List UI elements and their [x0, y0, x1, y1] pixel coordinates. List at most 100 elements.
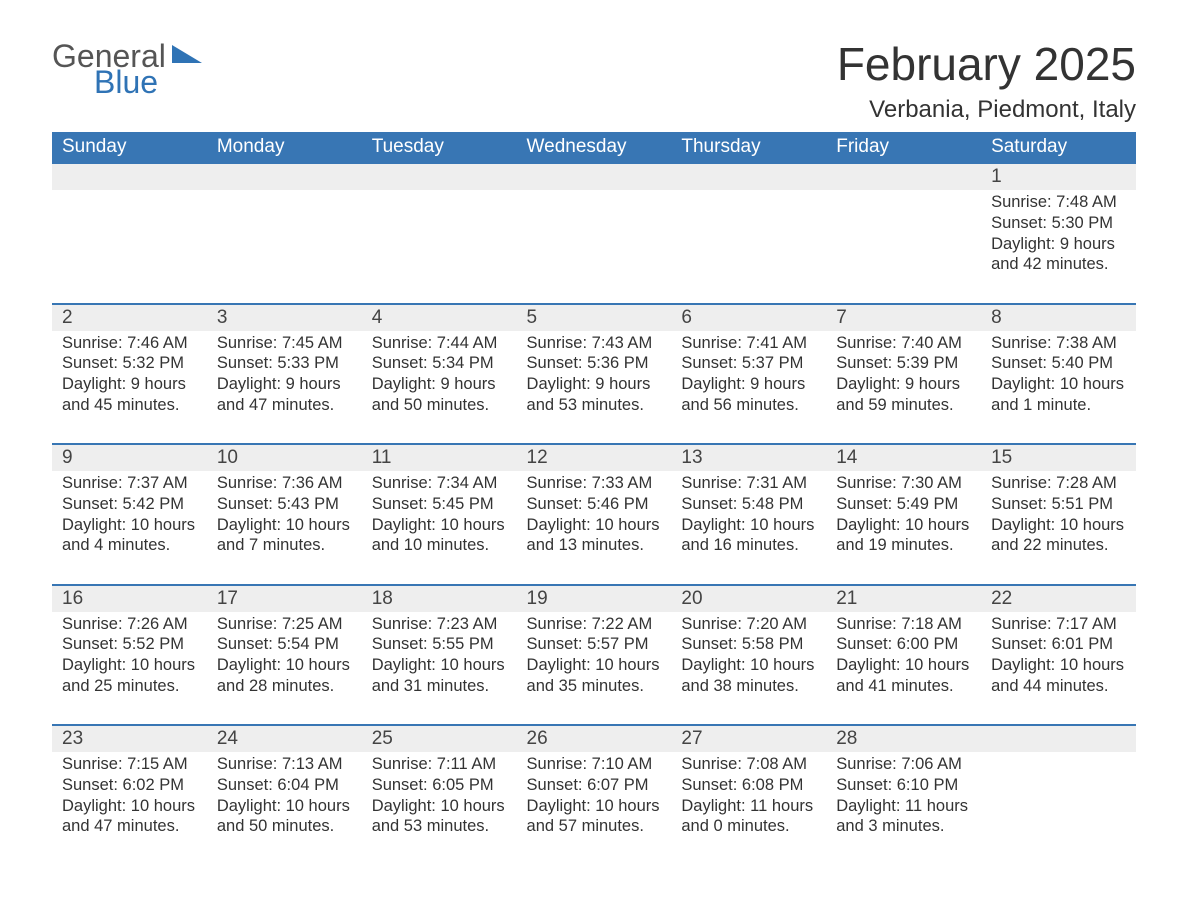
- empty-day: [517, 190, 672, 304]
- day-cell: Sunrise: 7:46 AMSunset: 5:32 PMDaylight:…: [52, 331, 207, 445]
- sunset-text: Sunset: 5:33 PM: [217, 353, 352, 374]
- weekday-header: Tuesday: [362, 132, 517, 164]
- day-cell: Sunrise: 7:10 AMSunset: 6:07 PMDaylight:…: [517, 752, 672, 865]
- day-number: 26: [517, 726, 672, 752]
- day-number: 19: [517, 586, 672, 612]
- empty-day: [826, 164, 981, 190]
- sunrise-text: Sunrise: 7:20 AM: [681, 614, 816, 635]
- sunset-text: Sunset: 6:01 PM: [991, 634, 1126, 655]
- weekday-header: Saturday: [981, 132, 1136, 164]
- empty-day: [517, 164, 672, 190]
- day-cell: Sunrise: 7:31 AMSunset: 5:48 PMDaylight:…: [671, 471, 826, 585]
- day-number: 11: [362, 445, 517, 471]
- sunrise-text: Sunrise: 7:40 AM: [836, 333, 971, 354]
- day-cell: Sunrise: 7:06 AMSunset: 6:10 PMDaylight:…: [826, 752, 981, 865]
- detail-row: Sunrise: 7:37 AMSunset: 5:42 PM Daylight:…: [52, 471, 1136, 585]
- sunset-text: Sunset: 6:07 PM: [527, 775, 662, 796]
- day-cell: Sunrise: 7:28 AMSunset: 5:51 PMDaylight:…: [981, 471, 1136, 585]
- sunset-text: Sunset: 5:51 PM: [991, 494, 1126, 515]
- day-number: 12: [517, 445, 672, 471]
- sunset-text: Sunset: 5:57 PM: [527, 634, 662, 655]
- weekday-header: Thursday: [671, 132, 826, 164]
- sunrise-text: Sunrise: 7:37 AM: [62, 473, 197, 494]
- daylight-text: Daylight: 10 hours and 25 minutes.: [62, 655, 197, 696]
- sunrise-text: Sunrise: 7:34 AM: [372, 473, 507, 494]
- day-cell: Sunrise: 7:30 AMSunset: 5:49 PMDaylight:…: [826, 471, 981, 585]
- day-number: 6: [671, 305, 826, 331]
- day-number: 17: [207, 586, 362, 612]
- daylight-text: Daylight: 9 hours and 47 minutes.: [217, 374, 352, 415]
- day-cell: Sunrise: 7:22 AMSunset: 5:57 PMDaylight:…: [517, 612, 672, 726]
- sunset-text: Sunset: 5:30 PM: [991, 213, 1126, 234]
- sunrise-text: Sunrise: 7:46 AM: [62, 333, 197, 354]
- sunrise-text: Sunrise: 7:48 AM: [991, 192, 1126, 213]
- sunrise-text: Sunrise: 7:26 AM: [62, 614, 197, 635]
- day-number: 10: [207, 445, 362, 471]
- daylight-text: Daylight: 10 hours and 10 minutes.: [372, 515, 507, 556]
- sunrise-text: Sunrise: 7:31 AM: [681, 473, 816, 494]
- sunset-text: Sunset: 5:32 PM: [62, 353, 197, 374]
- daylight-text: Daylight: 10 hours and 53 minutes.: [372, 796, 507, 837]
- day-number: 5: [517, 305, 672, 331]
- day-number: 8: [981, 305, 1136, 331]
- header: General Blue February 2025 Verbania, Pie…: [52, 40, 1136, 124]
- month-title: February 2025: [837, 40, 1136, 88]
- sunset-text: Sunset: 5:42 PM: [62, 494, 197, 515]
- logo: General Blue: [52, 40, 202, 98]
- sunrise-text: Sunrise: 7:10 AM: [527, 754, 662, 775]
- daynum-row: 1: [52, 164, 1136, 190]
- day-cell: Sunrise: 7:26 AMSunset: 5:52 PMDaylight:…: [52, 612, 207, 726]
- day-cell: Sunrise: 7:34 AMSunset: 5:45 PMDaylight:…: [362, 471, 517, 585]
- day-cell: Sunrise: 7:20 AMSunset: 5:58 PMDaylight:…: [671, 612, 826, 726]
- day-number: 3: [207, 305, 362, 331]
- sunset-text: Sunset: 5:36 PM: [527, 353, 662, 374]
- daylight-text: Daylight: 10 hours and 47 minutes.: [62, 796, 197, 837]
- sunrise-text: Sunrise: 7:08 AM: [681, 754, 816, 775]
- sunrise-text: Sunrise: 7:11 AM: [372, 754, 507, 775]
- sunset-text: Sunset: 5:43 PM: [217, 494, 352, 515]
- empty-day: [671, 164, 826, 190]
- weekday-header: Friday: [826, 132, 981, 164]
- empty-day: [826, 190, 981, 304]
- sunset-text: Sunset: 6:05 PM: [372, 775, 507, 796]
- day-number: 2: [52, 305, 207, 331]
- day-number: 7: [826, 305, 981, 331]
- sunset-text: Sunset: 5:49 PM: [836, 494, 971, 515]
- day-cell: Sunrise: 7:23 AMSunset: 5:55 PMDaylight:…: [362, 612, 517, 726]
- daylight-text: Daylight: 10 hours and 38 minutes.: [681, 655, 816, 696]
- sunrise-text: Sunrise: 7:28 AM: [991, 473, 1126, 494]
- day-number: 13: [671, 445, 826, 471]
- sunrise-text: Sunrise: 7:22 AM: [527, 614, 662, 635]
- daylight-text: Daylight: 10 hours and 13 minutes.: [527, 515, 662, 556]
- detail-row: Sunrise: 7:15 AMSunset: 6:02 PMDaylight:…: [52, 752, 1136, 865]
- sunrise-text: Sunrise: 7:38 AM: [991, 333, 1126, 354]
- daynum-row: 9101112131415: [52, 445, 1136, 471]
- day-cell: Sunrise: 7:11 AMSunset: 6:05 PMDaylight:…: [362, 752, 517, 865]
- daylight-text: Daylight: 10 hours and 28 minutes.: [217, 655, 352, 696]
- daynum-row: 2345678: [52, 305, 1136, 331]
- sunset-text: Sunset: 5:34 PM: [372, 353, 507, 374]
- sunset-text: Sunset: 5:52 PM: [62, 634, 197, 655]
- sunrise-text: Sunrise: 7:41 AM: [681, 333, 816, 354]
- day-number: 28: [826, 726, 981, 752]
- empty-day: [671, 190, 826, 304]
- sunset-text: Sunset: 5:54 PM: [217, 634, 352, 655]
- empty-day: [362, 164, 517, 190]
- empty-day: [207, 164, 362, 190]
- day-cell: Sunrise: 7:13 AMSunset: 6:04 PMDaylight:…: [207, 752, 362, 865]
- daynum-row: 16171819202122: [52, 586, 1136, 612]
- empty-day: [207, 190, 362, 304]
- daylight-text: Daylight: 10 hours and 50 minutes.: [217, 796, 352, 837]
- day-cell: Sunrise: 7:08 AMSunset: 6:08 PMDaylight:…: [671, 752, 826, 865]
- daylight-text: Daylight: 9 hours and 59 minutes.: [836, 374, 971, 415]
- day-cell: Sunrise: 7:25 AMSunset: 5:54 PMDaylight:…: [207, 612, 362, 726]
- sunset-text: Sunset: 6:00 PM: [836, 634, 971, 655]
- daylight-text: Daylight: 10 hours and 44 minutes.: [991, 655, 1126, 696]
- daylight-text: Daylight: 11 hours and 3 minutes.: [836, 796, 971, 837]
- sunrise-text: Sunrise: 7:06 AM: [836, 754, 971, 775]
- day-number: 4: [362, 305, 517, 331]
- detail-row: Sunrise: 7:26 AMSunset: 5:52 PMDaylight:…: [52, 612, 1136, 726]
- day-cell: Sunrise: 7:37 AMSunset: 5:42 PMDaylight:…: [52, 471, 207, 585]
- day-number: 21: [826, 586, 981, 612]
- sunset-text: Sunset: 5:46 PM: [527, 494, 662, 515]
